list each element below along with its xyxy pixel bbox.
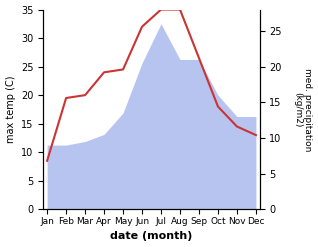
X-axis label: date (month): date (month) xyxy=(110,231,193,242)
Y-axis label: med. precipitation
(kg/m2): med. precipitation (kg/m2) xyxy=(293,68,313,151)
Y-axis label: max temp (C): max temp (C) xyxy=(5,76,16,143)
